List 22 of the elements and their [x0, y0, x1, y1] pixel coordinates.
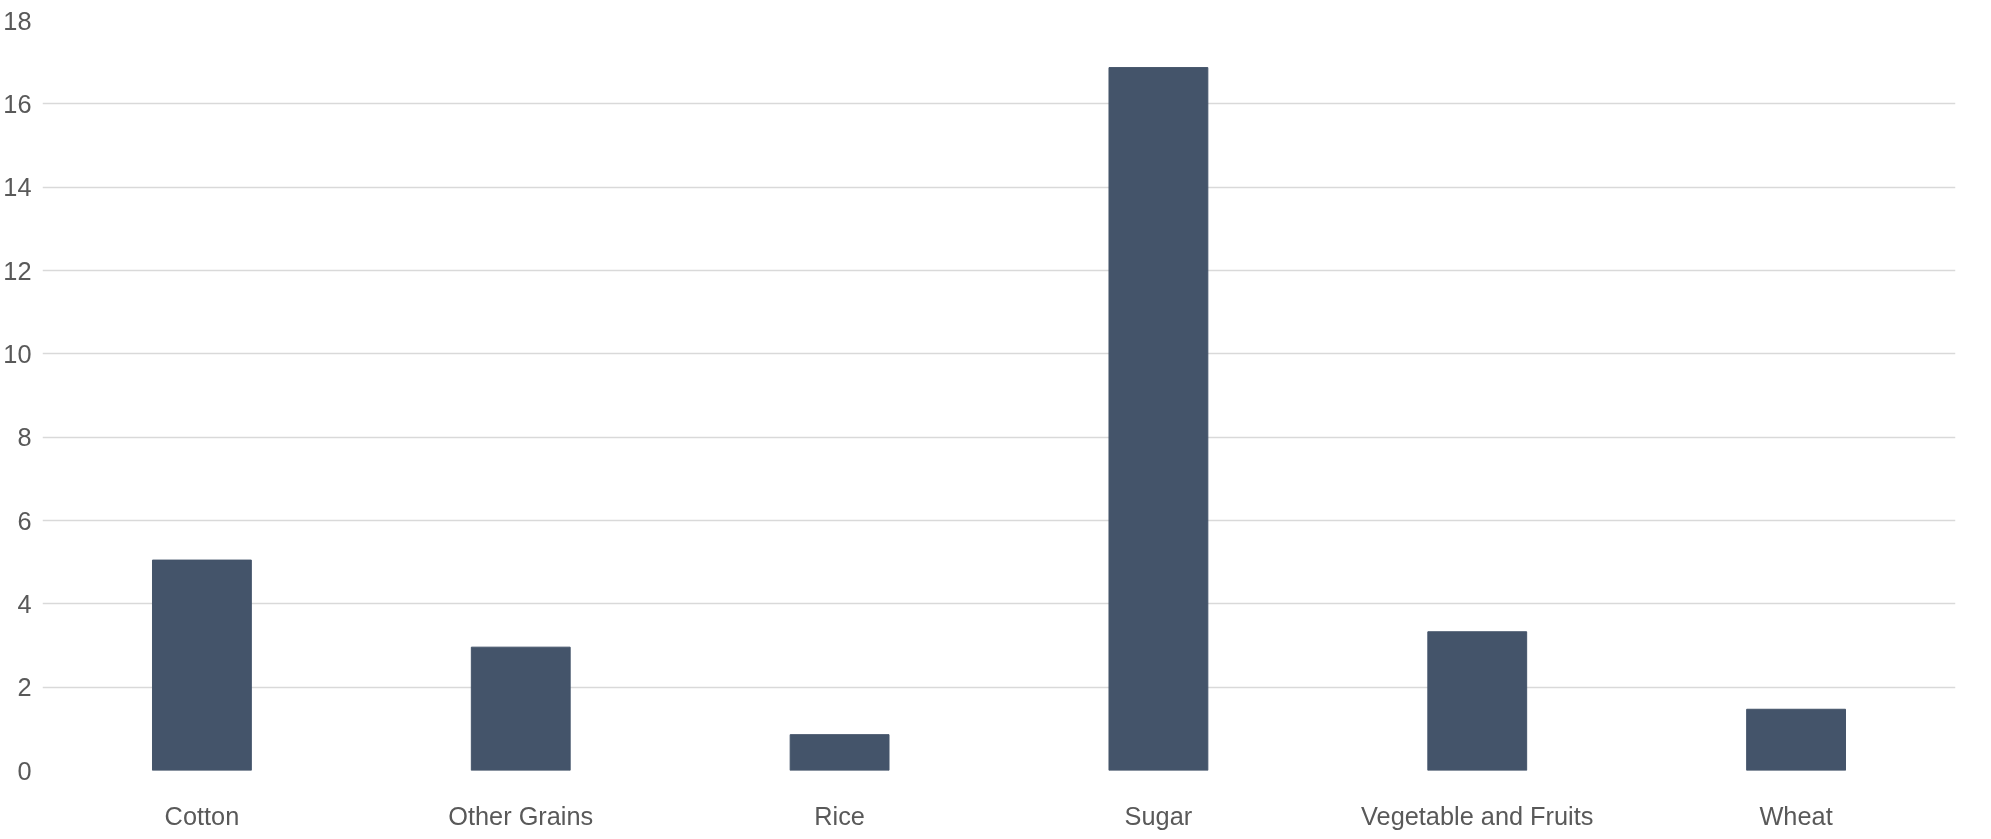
y-tick-label: 0: [17, 756, 32, 785]
y-tick-label: 18: [3, 6, 32, 35]
x-tick-label: Sugar: [1124, 801, 1193, 830]
x-tick-label: Wheat: [1759, 801, 1833, 830]
bar: [1108, 67, 1209, 771]
x-tick-label: Rice: [814, 801, 865, 830]
y-tick-label: 8: [17, 423, 32, 452]
y-tick-label: 2: [17, 673, 32, 702]
bar: [789, 734, 890, 771]
y-tick-label: 6: [17, 506, 32, 535]
x-tick-label: Cotton: [164, 801, 240, 830]
bar: [152, 559, 252, 771]
bar: [1427, 631, 1528, 771]
y-tick-label: 4: [17, 589, 32, 618]
x-tick-label: Vegetable and Fruits: [1361, 801, 1594, 830]
bar: [470, 646, 571, 771]
y-tick-label: 16: [3, 89, 32, 118]
x-tick-label: Other Grains: [448, 801, 594, 830]
y-tick-label: 10: [3, 339, 32, 368]
y-tick-label: 14: [3, 173, 32, 202]
y-tick-label: 12: [3, 256, 32, 285]
bar: [1746, 708, 1846, 771]
